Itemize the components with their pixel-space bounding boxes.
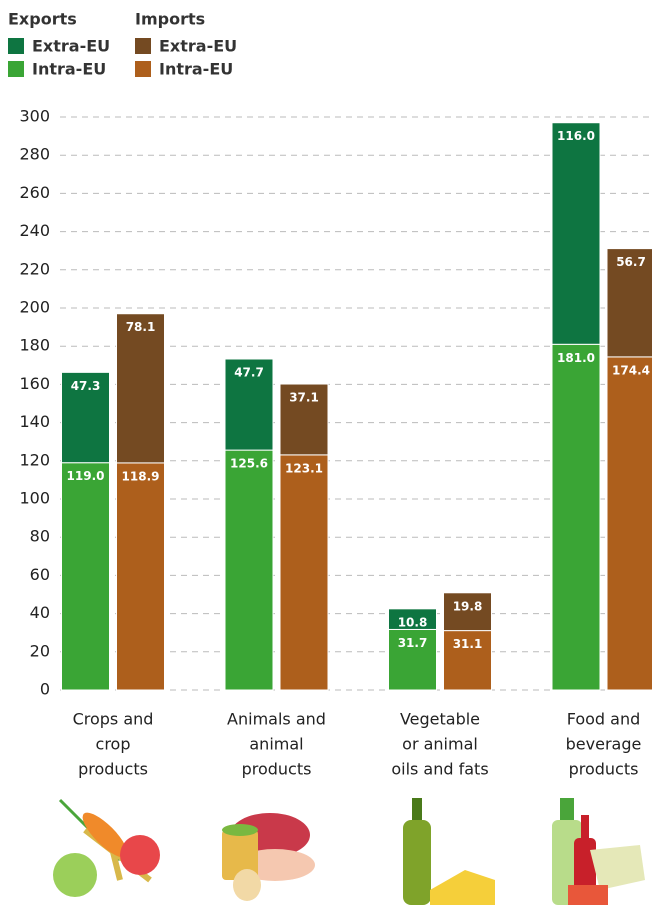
bar-segment: [116, 462, 165, 691]
x-tick-label: products: [569, 760, 639, 779]
icon-food: [552, 798, 645, 905]
y-tick-label: 80: [30, 527, 50, 546]
value-label: 47.7: [234, 365, 264, 379]
y-tick-label: 260: [19, 183, 50, 202]
legend-swatch: [8, 61, 24, 77]
y-tick-label: 240: [19, 221, 50, 240]
value-label: 10.8: [398, 615, 428, 629]
y-tick-label: 180: [19, 336, 50, 355]
bar-segment: [61, 462, 110, 691]
y-tick-label: 160: [19, 374, 50, 393]
y-tick-label: 300: [19, 107, 50, 126]
value-label: 118.9: [122, 469, 160, 483]
legend-label: Extra-EU: [159, 37, 237, 56]
value-label: 31.1: [453, 637, 483, 651]
x-tick-label: Food and: [567, 710, 641, 729]
y-tick-label: 0: [40, 680, 50, 699]
value-label: 56.7: [616, 255, 646, 269]
legend-label: Intra-EU: [32, 60, 106, 79]
y-tick-label: 220: [19, 259, 50, 278]
legend-group-title: Imports: [135, 10, 205, 29]
value-label: 125.6: [230, 457, 268, 471]
value-label: 181.0: [557, 351, 595, 365]
x-tick-label: products: [78, 760, 148, 779]
y-tick-label: 60: [30, 565, 50, 584]
icon-oils: [403, 798, 495, 905]
legend-swatch: [135, 38, 151, 54]
legend-label: Intra-EU: [159, 60, 233, 79]
bar-segment: [224, 449, 274, 691]
x-tick-label: oils and fats: [391, 760, 488, 779]
bar-segment: [606, 356, 652, 691]
y-tick-label: 200: [19, 298, 50, 317]
value-label: 47.3: [71, 379, 101, 393]
legend-group-title: Exports: [8, 10, 77, 29]
legend-swatch: [8, 38, 24, 54]
x-tick-label: or animal: [402, 735, 478, 754]
x-tick-label: Animals and: [227, 710, 326, 729]
bar-segment: [551, 122, 601, 345]
value-label: 31.7: [398, 636, 428, 650]
value-label: 123.1: [285, 461, 323, 475]
y-tick-label: 280: [19, 145, 50, 164]
bar-segment: [388, 608, 437, 630]
x-tick-label: crop: [96, 735, 131, 754]
legend-label: Extra-EU: [32, 37, 110, 56]
icon-animals: [222, 813, 315, 901]
value-label: 116.0: [557, 129, 595, 143]
bar-segment: [61, 371, 110, 464]
y-tick-label: 40: [30, 603, 50, 622]
bar-segment: [551, 343, 601, 691]
x-tick-label: Vegetable: [400, 710, 480, 729]
value-label: 19.8: [453, 599, 483, 613]
icon-crops: [53, 798, 160, 897]
value-label: 78.1: [126, 320, 156, 334]
bar-segment: [443, 592, 492, 632]
bar-segment: [279, 454, 329, 691]
value-label: 37.1: [289, 391, 319, 405]
y-tick-label: 20: [30, 641, 50, 660]
y-tick-label: 140: [19, 412, 50, 431]
x-tick-label: Crops and: [73, 710, 154, 729]
bar-segment: [116, 313, 165, 464]
bar-segment: [224, 358, 274, 451]
legend-swatch: [135, 61, 151, 77]
x-tick-label: animal: [249, 735, 303, 754]
x-tick-label: beverage: [566, 735, 642, 754]
y-tick-label: 100: [19, 489, 50, 508]
value-label: 174.4: [612, 363, 650, 377]
y-tick-label: 120: [19, 450, 50, 469]
value-label: 119.0: [67, 469, 105, 483]
bar-segment: [279, 383, 329, 456]
x-tick-label: products: [242, 760, 312, 779]
bar-segment: [606, 248, 652, 358]
